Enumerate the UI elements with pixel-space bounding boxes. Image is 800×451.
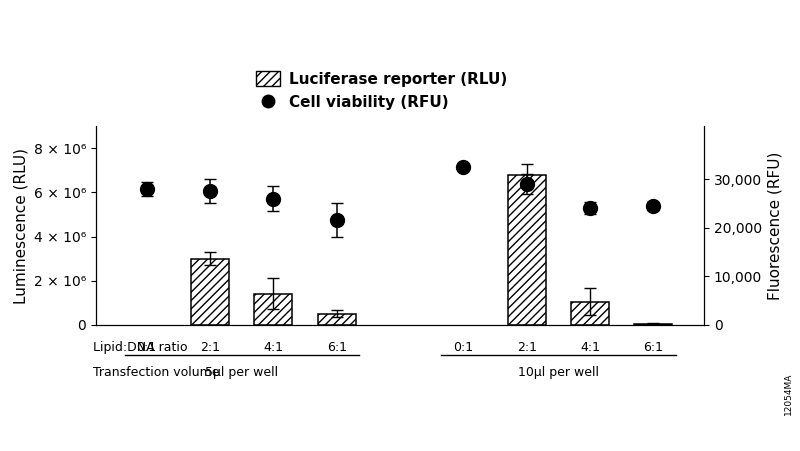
Text: Transfection volume: Transfection volume [93, 366, 219, 379]
Text: 10μl per well: 10μl per well [518, 366, 599, 379]
Y-axis label: Fluorescence (RFU): Fluorescence (RFU) [767, 152, 782, 299]
Text: 2:1: 2:1 [517, 341, 537, 354]
Bar [318, 314, 356, 325]
Text: 6:1: 6:1 [326, 341, 346, 354]
Text: 0:1: 0:1 [454, 341, 474, 354]
Text: 4:1: 4:1 [263, 341, 283, 354]
Text: 2:1: 2:1 [200, 341, 220, 354]
Text: 12054MA: 12054MA [783, 373, 793, 415]
Bar [634, 324, 672, 325]
Text: 0:1: 0:1 [137, 341, 157, 354]
Bar [254, 294, 292, 325]
Text: 4:1: 4:1 [580, 341, 600, 354]
Bar [508, 175, 546, 325]
Bar [571, 302, 609, 325]
Text: 6:1: 6:1 [643, 341, 663, 354]
Legend: Luciferase reporter (RLU), Cell viability (RFU): Luciferase reporter (RLU), Cell viabilit… [250, 64, 514, 116]
Y-axis label: Luminescence (RLU): Luminescence (RLU) [14, 147, 28, 304]
Text: 5μl per well: 5μl per well [205, 366, 278, 379]
Bar [191, 258, 229, 325]
Text: Lipid:DNA ratio: Lipid:DNA ratio [93, 341, 187, 354]
